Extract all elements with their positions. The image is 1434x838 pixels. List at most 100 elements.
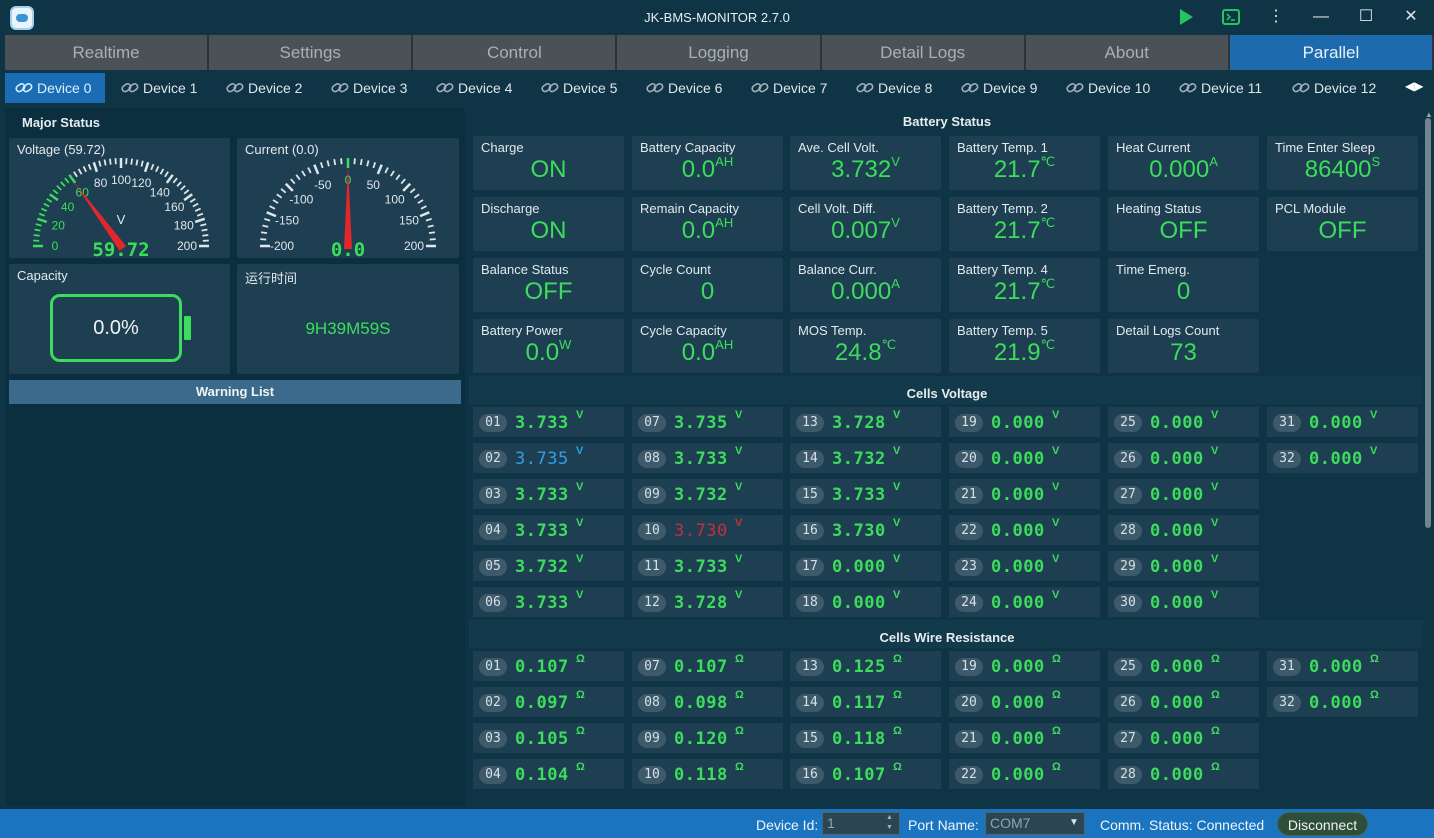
voltage-gauge: 020406080100120140160180200V59.72 <box>33 158 209 258</box>
cell-index-badge: 09 <box>638 486 666 504</box>
more-menu-icon[interactable]: ⋮ <box>1268 8 1284 25</box>
port-select[interactable]: COM7 <box>985 812 1085 835</box>
cell-cells_voltage-20: 20 0.000 V <box>949 443 1100 473</box>
cell-value: 0.107 <box>832 765 886 785</box>
cell-unit: V <box>1211 589 1219 601</box>
gauge-tick <box>172 177 178 184</box>
cell-value: 0.000 <box>991 521 1045 541</box>
cell-index-badge: 03 <box>479 486 507 504</box>
cell-unit: Ω <box>1052 725 1061 737</box>
gauge-tick <box>425 217 432 222</box>
spin-arrows-icon[interactable]: ▲ ▼ <box>886 814 893 831</box>
device-tab-9[interactable]: Device 9 <box>951 73 1037 103</box>
unlink-icon <box>1066 83 1084 93</box>
cell-cells_resistance-26: 26 0.000 Ω <box>1108 687 1259 717</box>
tab-parallel[interactable]: Parallel <box>1229 35 1434 70</box>
maximize-icon[interactable]: ☐ <box>1358 8 1374 25</box>
minimize-icon[interactable]: — <box>1313 8 1329 25</box>
status-card-number: 0.0 <box>525 339 560 366</box>
device-tab-8[interactable]: Device 8 <box>846 73 932 103</box>
status-card-heat-current: Heat Current 0.000A <box>1108 136 1259 190</box>
device-tab-11[interactable]: Device 11 <box>1169 73 1262 103</box>
cell-unit: V <box>1370 409 1378 421</box>
cell-value: 3.733 <box>515 521 569 541</box>
cell-value: 0.000 <box>991 729 1045 749</box>
cell-index-badge: 28 <box>1114 522 1142 540</box>
status-card-label: Battery Temp. 2 <box>957 201 1048 216</box>
cell-value: 0.000 <box>991 449 1045 469</box>
gauge-unit: V <box>117 212 126 227</box>
status-bar: Device Id: 1 ▲ ▼ Port Name: COM7 ▼ Comm. … <box>0 809 1434 838</box>
device-tab-label: Device 10 <box>1088 80 1151 96</box>
cell-value: 0.000 <box>991 593 1045 613</box>
device-tab-label: Device 2 <box>248 80 303 96</box>
gauge-tick <box>307 167 312 174</box>
scroll-thumb[interactable] <box>1425 118 1431 528</box>
cell-value: 3.733 <box>515 593 569 613</box>
play-icon[interactable] <box>1177 8 1195 26</box>
status-card-value: 21.7℃ <box>949 276 1100 306</box>
close-icon[interactable]: ✕ <box>1404 8 1418 25</box>
tab-about[interactable]: About <box>1025 35 1230 70</box>
chevron-down-icon[interactable]: ▼ <box>1069 817 1079 828</box>
cell-index-badge: 31 <box>1273 414 1301 432</box>
cell-cells_voltage-15: 15 3.733 V <box>790 479 941 509</box>
scroll-up-arrow[interactable]: ▲ <box>1425 110 1433 119</box>
gauge-tick <box>38 212 46 217</box>
tab-realtime[interactable]: Realtime <box>5 35 210 70</box>
cell-index-badge: 24 <box>955 594 983 612</box>
cell-cells_resistance-14: 14 0.117 Ω <box>790 687 941 717</box>
gauge-tick-label: 160 <box>164 200 184 214</box>
device-tab-12[interactable]: Device 12 <box>1282 73 1376 103</box>
tab-control[interactable]: Control <box>413 35 618 70</box>
cell-unit: Ω <box>893 761 902 773</box>
tab-settings[interactable]: Settings <box>209 35 414 70</box>
status-card-label: Detail Logs Count <box>1116 323 1220 338</box>
cell-cells_resistance-02: 02 0.097 Ω <box>473 687 624 717</box>
vertical-scrollbar[interactable]: ▲ <box>1423 108 1434 806</box>
tab-logging[interactable]: Logging <box>617 35 822 70</box>
device-tab-4[interactable]: Device 4 <box>426 73 512 103</box>
cell-cells_voltage-22: 22 0.000 V <box>949 515 1100 545</box>
gauge-tick <box>135 159 139 166</box>
device-tab-5[interactable]: Device 5 <box>531 73 617 103</box>
cell-index-badge: 13 <box>796 414 824 432</box>
disconnect-button[interactable]: Disconnect <box>1277 812 1368 836</box>
gauge-tick <box>64 177 70 184</box>
cell-cells_voltage-16: 16 3.730 V <box>790 515 941 545</box>
status-card-number: 86400 <box>1304 156 1372 183</box>
tab-detail-logs[interactable]: Detail Logs <box>821 35 1026 70</box>
cell-unit: V <box>1052 445 1060 457</box>
device-tab-label: Device 12 <box>1314 80 1377 96</box>
device-tabs-scroll-icon[interactable]: ◀▶ <box>1405 79 1427 97</box>
device-tab-2[interactable]: Device 2 <box>216 73 302 103</box>
device-tab-10[interactable]: Device 10 <box>1056 73 1150 103</box>
status-card-label: Heating Status <box>1116 201 1202 216</box>
status-card-cycle-count: Cycle Count 0 <box>632 258 783 312</box>
gauge-tick <box>417 199 424 204</box>
status-card-unit: A <box>891 276 900 291</box>
status-card-label: Remain Capacity <box>640 201 739 216</box>
device-tab-6[interactable]: Device 6 <box>636 73 722 103</box>
device-tab-0[interactable]: Device 0 <box>5 73 105 103</box>
cell-value: 0.000 <box>991 557 1045 577</box>
cell-index-badge: 27 <box>1114 730 1142 748</box>
gauge-tick <box>280 188 287 194</box>
warning-list[interactable] <box>9 404 461 802</box>
device-tab-7[interactable]: Device 7 <box>741 73 827 103</box>
gauge-tick-label: 200 <box>404 239 424 253</box>
gauge-tick <box>164 171 169 178</box>
cell-cells_voltage-01: 01 3.733 V <box>473 407 624 437</box>
status-card-label: Balance Status <box>481 262 569 277</box>
cell-value: 0.000 <box>991 413 1045 433</box>
device-tab-3[interactable]: Device 3 <box>321 73 407 103</box>
cell-index-badge: 02 <box>479 450 507 468</box>
cell-cells_resistance-08: 08 0.098 Ω <box>632 687 783 717</box>
device-tab-1[interactable]: Device 1 <box>111 73 197 103</box>
status-card-unit: ℃ <box>1040 154 1056 169</box>
terminal-icon[interactable] <box>1222 8 1240 26</box>
device-id-spinbox[interactable]: 1 <box>822 812 900 835</box>
cell-cells_resistance-19: 19 0.000 Ω <box>949 651 1100 681</box>
cell-cells_voltage-02: 02 3.735 V <box>473 443 624 473</box>
cell-index-badge: 09 <box>638 730 666 748</box>
